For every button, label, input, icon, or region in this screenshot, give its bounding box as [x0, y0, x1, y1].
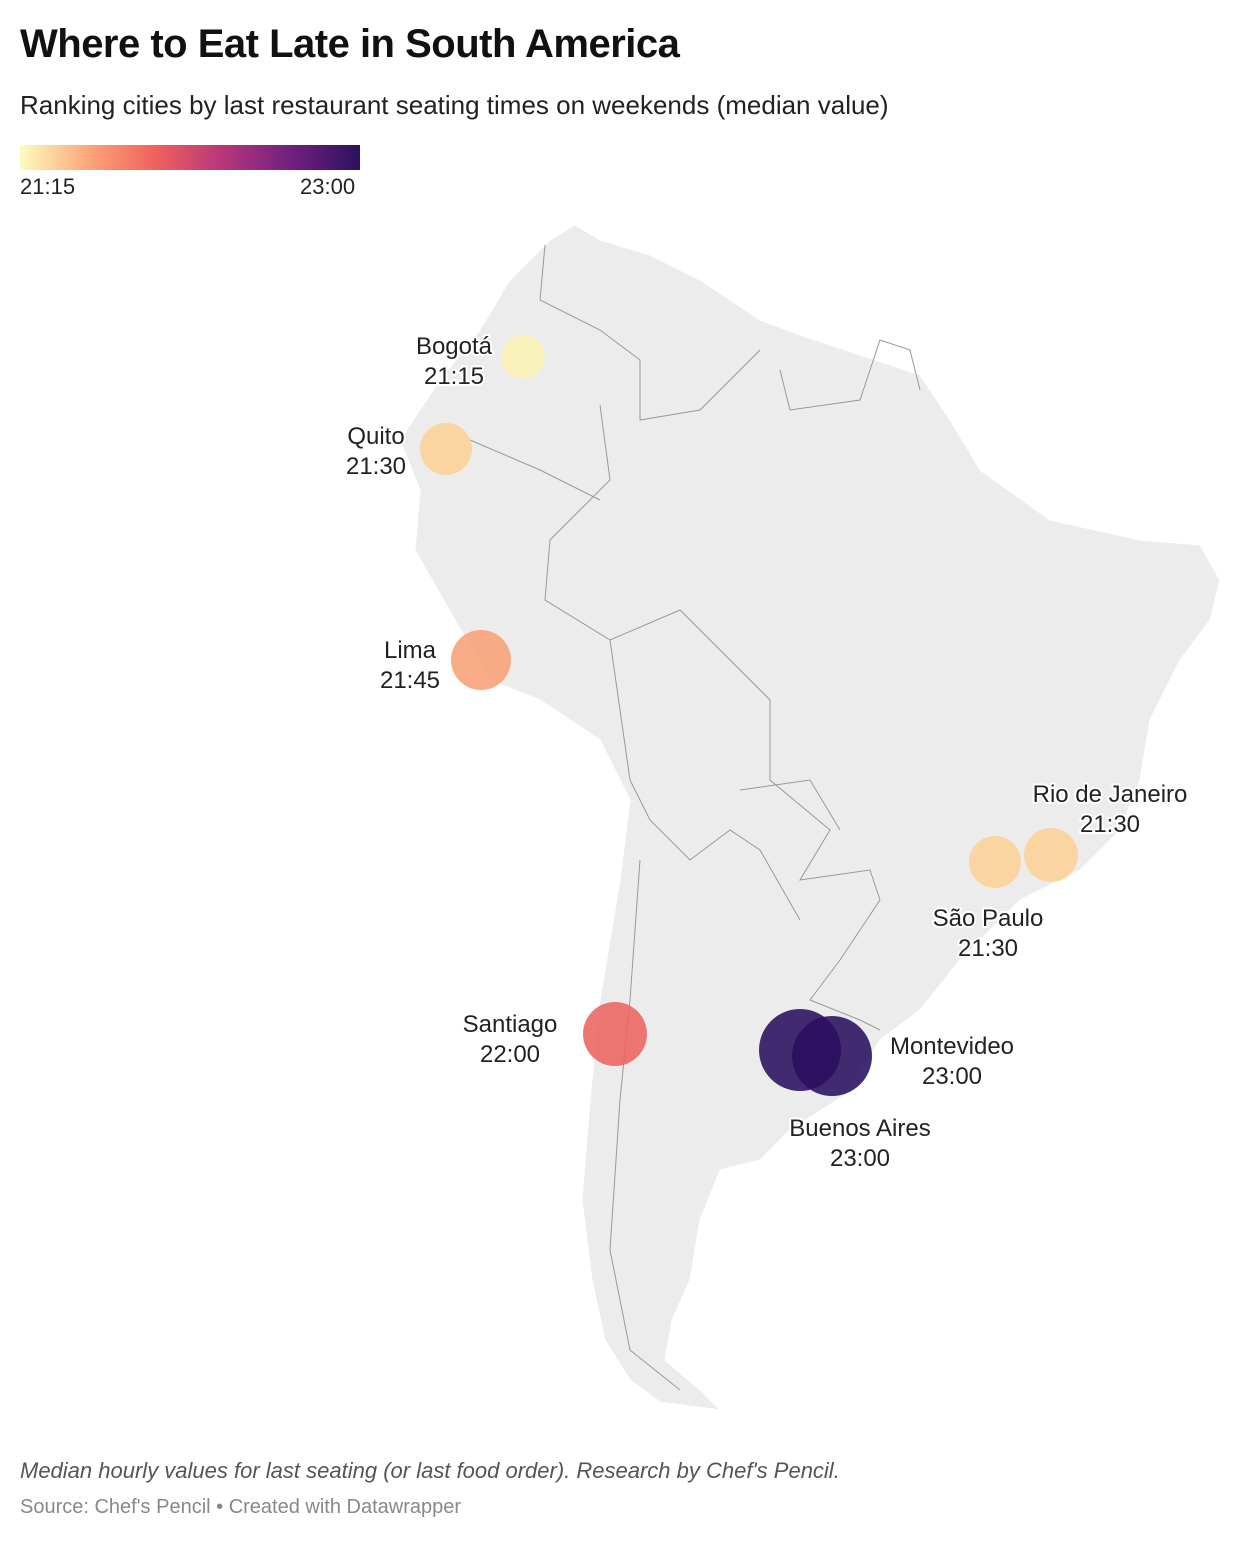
footer-source: Source: Chef's Pencil • Created with Dat… [20, 1496, 462, 1518]
city-time-label-buenos-aires: 23:00 [830, 1145, 890, 1172]
city-time-label-sao-paulo: 21:30 [958, 935, 1018, 962]
city-time-label-santiago: 22:00 [480, 1041, 540, 1068]
city-name-label-bogota: Bogotá [416, 333, 493, 360]
legend-max-label: 23:00 [300, 174, 356, 199]
city-marker-santiago[interactable] [583, 1002, 647, 1066]
city-name-label-santiago: Santiago [463, 1011, 558, 1038]
city-name-label-sao-paulo: São Paulo [933, 905, 1044, 932]
city-marker-quito[interactable] [420, 423, 472, 475]
country-borders [469, 244, 921, 1391]
city-marker-montevideo[interactable] [792, 1016, 872, 1096]
city-marker-sao-paulo[interactable] [969, 836, 1021, 888]
city-name-label-quito: Quito [347, 423, 404, 450]
city-marker-lima[interactable] [451, 630, 511, 690]
chart-subtitle: Ranking cities by last restaurant seatin… [20, 90, 889, 120]
city-name-label-rio-de-janeiro: Rio de Janeiro [1033, 781, 1188, 808]
city-time-label-quito: 21:30 [346, 453, 406, 480]
city-name-label-buenos-aires: Buenos Aires [789, 1115, 930, 1142]
legend-min-label: 21:15 [20, 174, 76, 199]
city-name-label-montevideo: Montevideo [890, 1033, 1014, 1060]
city-marker-bogota[interactable] [501, 335, 545, 379]
color-legend-bar [20, 145, 360, 170]
city-time-label-bogota: 21:15 [424, 363, 484, 390]
city-marker-rio-de-janeiro[interactable] [1024, 828, 1078, 882]
chart-title: Where to Eat Late in South America [20, 22, 680, 66]
city-time-label-rio-de-janeiro: 21:30 [1080, 811, 1140, 838]
city-name-label-lima: Lima [384, 637, 437, 664]
footer-notes: Median hourly values for last seating (o… [20, 1458, 840, 1483]
city-time-label-montevideo: 23:00 [922, 1063, 982, 1090]
city-time-label-lima: 21:45 [380, 667, 440, 694]
